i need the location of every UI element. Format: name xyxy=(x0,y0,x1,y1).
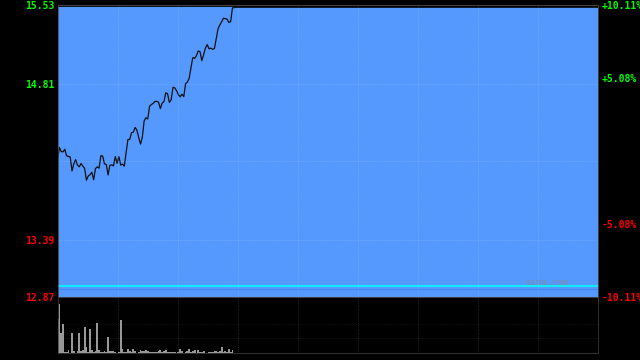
Bar xyxy=(226,352,228,353)
Bar xyxy=(141,351,143,353)
Bar xyxy=(163,351,165,353)
Bar xyxy=(91,350,93,353)
Bar xyxy=(140,350,141,353)
Bar xyxy=(58,304,60,353)
Bar xyxy=(111,351,113,353)
Bar xyxy=(82,350,84,353)
Bar xyxy=(102,352,104,353)
Bar xyxy=(78,333,80,353)
Bar xyxy=(129,351,131,353)
Bar xyxy=(89,329,91,353)
Bar xyxy=(125,352,127,353)
Bar xyxy=(132,349,134,353)
Bar xyxy=(186,351,188,353)
Bar xyxy=(159,350,161,353)
Bar xyxy=(109,351,111,353)
Bar xyxy=(131,352,132,353)
Bar xyxy=(214,351,215,353)
Bar xyxy=(62,324,64,353)
Bar xyxy=(95,351,97,353)
Bar xyxy=(157,351,159,353)
Bar xyxy=(221,347,223,353)
Bar xyxy=(113,351,115,353)
Bar xyxy=(181,351,183,353)
Bar xyxy=(107,337,109,353)
Bar xyxy=(201,352,203,353)
Bar xyxy=(106,352,107,353)
Bar xyxy=(77,351,78,353)
Bar xyxy=(80,351,82,353)
Bar xyxy=(148,352,150,353)
Bar xyxy=(232,350,234,353)
Bar xyxy=(225,351,226,353)
Bar xyxy=(194,350,195,353)
Bar xyxy=(138,352,140,353)
Bar xyxy=(150,352,152,353)
Bar xyxy=(147,351,148,353)
Bar xyxy=(217,352,219,353)
Bar xyxy=(120,320,122,353)
Bar xyxy=(230,352,232,353)
Bar xyxy=(86,347,87,353)
Bar xyxy=(199,352,201,353)
Bar xyxy=(168,352,170,353)
Text: sina.com: sina.com xyxy=(525,278,568,287)
Bar xyxy=(64,352,66,353)
Bar xyxy=(104,351,106,353)
Bar xyxy=(152,352,154,353)
Bar xyxy=(228,349,230,353)
Bar xyxy=(143,351,145,353)
Bar xyxy=(165,350,166,353)
Bar xyxy=(174,352,175,353)
Bar xyxy=(124,352,125,353)
Bar xyxy=(190,352,192,353)
Bar xyxy=(67,350,69,353)
Bar xyxy=(122,349,124,353)
Bar xyxy=(134,351,136,353)
Bar xyxy=(60,333,62,353)
Bar xyxy=(197,350,199,353)
Bar xyxy=(71,333,73,353)
Bar xyxy=(57,319,58,353)
Bar xyxy=(84,327,86,353)
Bar xyxy=(223,352,225,353)
Bar xyxy=(127,349,129,353)
Polygon shape xyxy=(58,8,234,180)
Bar xyxy=(179,349,181,353)
Bar xyxy=(208,352,210,353)
Bar xyxy=(203,351,205,353)
Bar xyxy=(115,352,116,353)
Bar xyxy=(145,350,147,353)
Bar xyxy=(118,352,120,353)
Bar xyxy=(185,352,186,353)
Bar xyxy=(156,352,157,353)
Bar xyxy=(87,352,89,353)
Bar xyxy=(98,350,100,353)
Bar xyxy=(192,351,194,353)
Bar xyxy=(210,351,212,353)
Bar xyxy=(93,352,95,353)
Bar xyxy=(100,352,102,353)
Bar xyxy=(66,352,67,353)
Bar xyxy=(215,351,217,353)
Bar xyxy=(188,349,190,353)
Bar xyxy=(166,352,168,353)
Bar xyxy=(73,351,75,353)
Bar xyxy=(219,351,221,353)
Bar xyxy=(97,324,98,353)
Bar xyxy=(212,352,214,353)
